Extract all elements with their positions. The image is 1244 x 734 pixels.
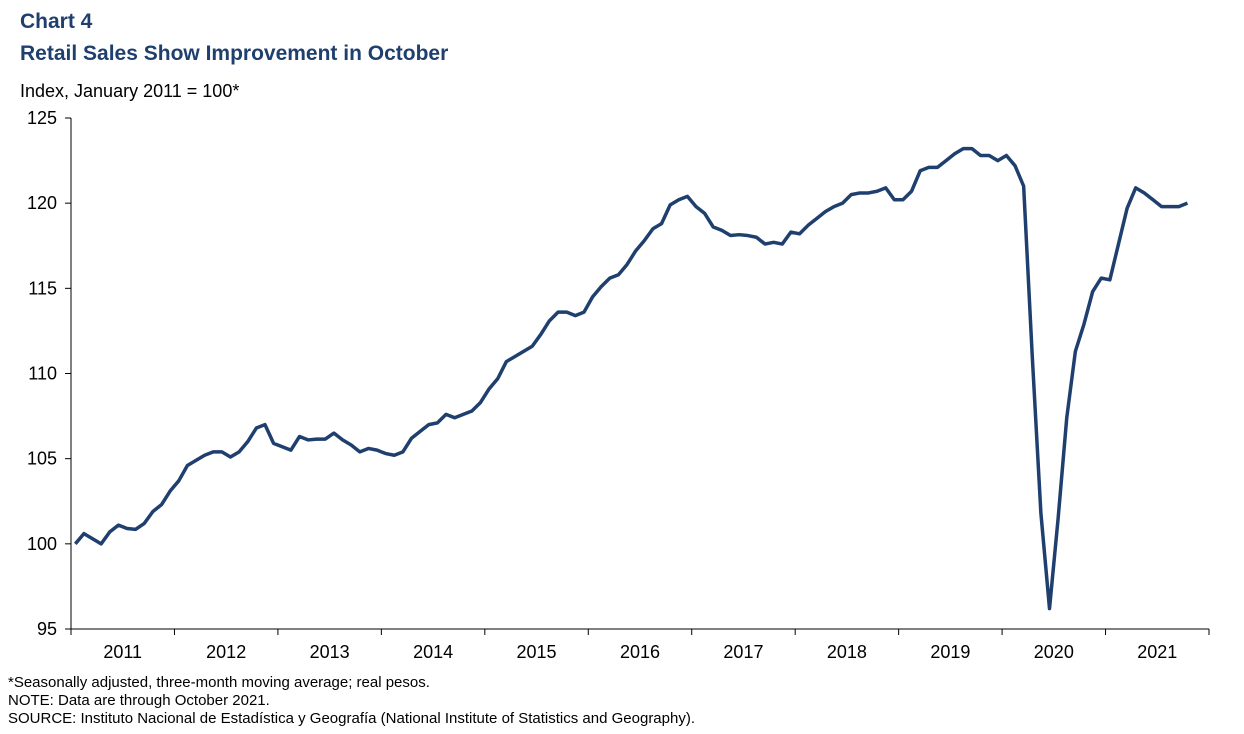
x-tick-label: 2012 xyxy=(206,642,246,662)
x-tick-label: 2017 xyxy=(723,642,763,662)
x-tick-label: 2020 xyxy=(1034,642,1074,662)
x-tick-label: 2016 xyxy=(620,642,660,662)
chart-title: Chart 4 xyxy=(20,10,93,33)
x-tick-label: 2013 xyxy=(310,642,350,662)
x-tick-label: 2014 xyxy=(413,642,453,662)
data-line xyxy=(73,146,1189,611)
x-tick-label: 2015 xyxy=(517,642,557,662)
y-tick-label: 110 xyxy=(28,364,57,384)
x-tick-label: 2018 xyxy=(827,642,867,662)
footnote: *Seasonally adjusted, three-month moving… xyxy=(8,674,430,691)
x-tick-label: 2021 xyxy=(1137,642,1177,662)
y-tick-label: 125 xyxy=(27,108,57,128)
source: SOURCE: Instituto Nacional de Estadístic… xyxy=(8,710,695,727)
x-tick-label: 2011 xyxy=(103,642,142,662)
y-tick-label: 100 xyxy=(27,534,57,554)
y-tick-label: 120 xyxy=(27,193,57,213)
note: NOTE: Data are through October 2021. xyxy=(8,692,270,709)
y-tick-label: 115 xyxy=(28,278,57,298)
y-axis-label: Index, January 2011 = 100* xyxy=(20,81,239,101)
y-tick-label: 95 xyxy=(37,619,57,639)
y-tick-label: 105 xyxy=(27,449,57,469)
chart-subtitle: Retail Sales Show Improvement in October xyxy=(20,42,448,65)
x-tick-label: 2019 xyxy=(930,642,970,662)
